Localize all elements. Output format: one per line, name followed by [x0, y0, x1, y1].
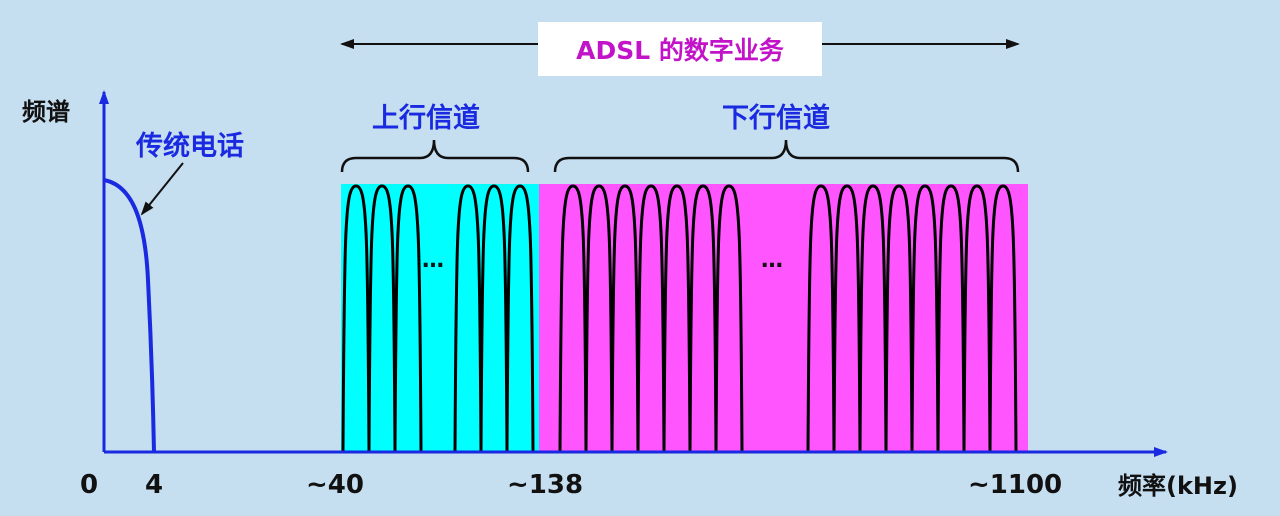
downstream-carrier	[832, 184, 862, 453]
upstream-carrier	[367, 184, 397, 453]
upstream-carrier	[453, 184, 483, 453]
upstream-carrier	[393, 184, 423, 453]
diagram-title: ADSL 的数字业务	[576, 36, 784, 65]
upstream-label: 上行信道	[372, 103, 480, 134]
telephone-label: 传统电话	[136, 131, 244, 162]
downstream-carriers	[558, 184, 1018, 453]
telephone-spectrum-curve	[103, 178, 156, 453]
downstream-carrier	[610, 184, 640, 453]
x-axis-label: 频率(kHz)	[1118, 472, 1238, 500]
tick-label-138: ~138	[507, 470, 584, 500]
title-box: ADSL 的数字业务	[538, 22, 822, 76]
downstream-label: 下行信道	[722, 103, 830, 134]
upstream-carrier	[505, 184, 535, 453]
upstream-carriers	[341, 184, 535, 453]
downstream-carrier	[884, 184, 914, 453]
tick-label-0: 0	[80, 470, 99, 500]
downstream-carrier	[662, 184, 692, 453]
tick-label-4: 4	[145, 470, 164, 500]
downstream-carrier	[806, 184, 836, 453]
y-axis-label: 频谱	[22, 98, 70, 126]
downstream-carrier	[714, 184, 744, 453]
downstream-carrier	[910, 184, 940, 453]
downstream-carrier	[688, 184, 718, 453]
upstream-ellipsis: …	[422, 248, 445, 273]
upstream-carrier	[341, 184, 371, 453]
downstream-brace	[553, 139, 1020, 173]
upstream-carrier	[479, 184, 509, 453]
downstream-carrier	[558, 184, 588, 453]
downstream-carrier	[936, 184, 966, 453]
downstream-carrier	[962, 184, 992, 453]
tick-label-1100: ~1100	[968, 470, 1063, 500]
upstream-brace	[340, 139, 530, 173]
tick-label-40: ~40	[306, 470, 364, 500]
downstream-carrier	[636, 184, 666, 453]
downstream-carrier	[584, 184, 614, 453]
downstream-carrier	[988, 184, 1018, 453]
downstream-band	[539, 184, 1028, 452]
telephone-pointer-arrow	[140, 162, 184, 216]
downstream-ellipsis: …	[761, 248, 784, 273]
downstream-carrier	[858, 184, 888, 453]
